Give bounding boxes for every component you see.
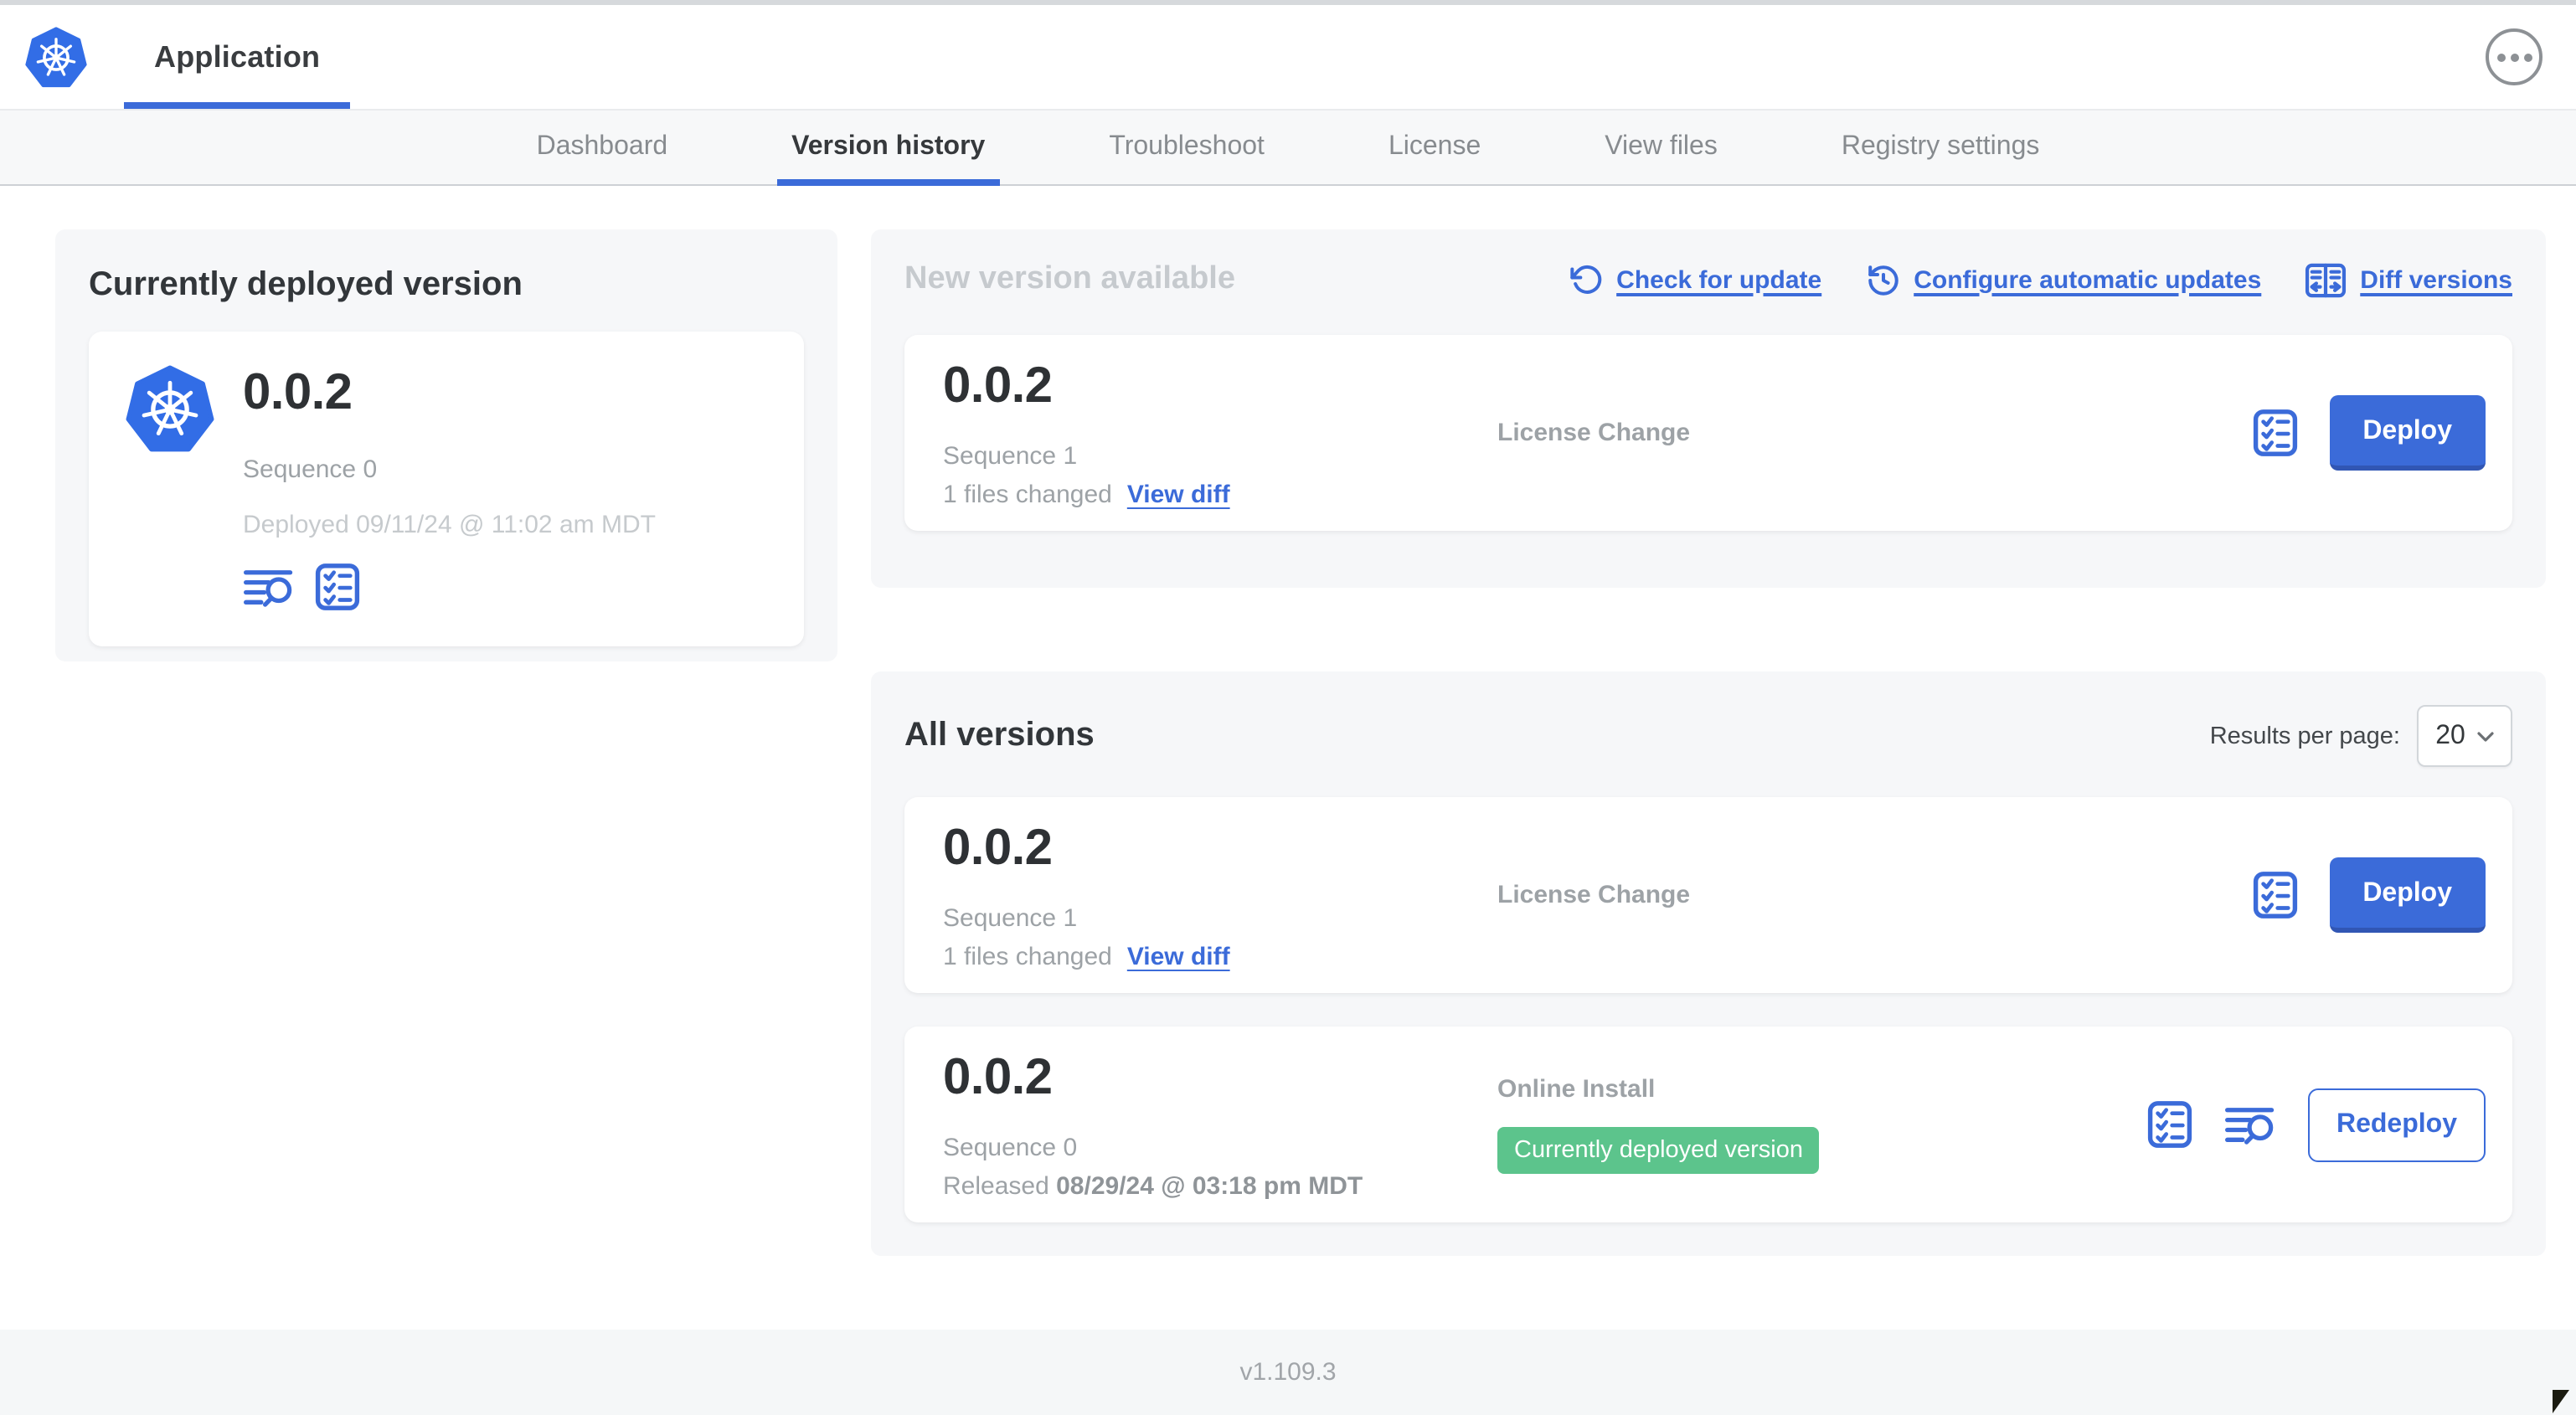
mouse-cursor xyxy=(2553,1390,2569,1413)
clock-refresh-icon xyxy=(1865,262,1900,297)
currently-deployed-card: 0.0.2 Sequence 0 Deployed 09/11/24 @ 11:… xyxy=(89,332,804,646)
redeploy-button[interactable]: Redeploy xyxy=(2307,1088,2486,1161)
files-changed: 1 files changed xyxy=(943,480,1112,508)
version-sequence: Sequence 1 xyxy=(943,903,1078,932)
new-version-panel: New version available Check for update C… xyxy=(871,229,2546,588)
currently-deployed-panel: Currently deployed version 0.0.2 Sequenc… xyxy=(55,229,837,661)
kubernetes-app-icon xyxy=(126,365,214,454)
app-tab[interactable]: Application xyxy=(124,5,351,109)
version-row: 0.0.2 Sequence 0 Released 08/29/24 @ 03:… xyxy=(904,1027,2512,1222)
results-per-page-label: Results per page: xyxy=(2209,723,2400,749)
view-diff-link[interactable]: View diff xyxy=(1126,942,1230,970)
currently-deployed-title: Currently deployed version xyxy=(89,266,523,303)
tab-dashboard[interactable]: Dashboard xyxy=(536,132,668,161)
refresh-icon xyxy=(1569,263,1603,296)
preflight-checklist-icon[interactable] xyxy=(2147,1100,2192,1149)
new-version-title: New version available xyxy=(904,261,1235,296)
deploy-button[interactable]: Deploy xyxy=(2329,857,2486,933)
tab-registry-settings[interactable]: Registry settings xyxy=(1841,132,2040,161)
preflight-checklist-icon[interactable] xyxy=(315,563,360,611)
all-versions-title: All versions xyxy=(904,717,1095,754)
deployed-timestamp: Deployed 09/11/24 @ 11:02 am MDT xyxy=(243,511,656,539)
version-number: 0.0.2 xyxy=(943,1049,1053,1104)
tab-license[interactable]: License xyxy=(1388,132,1481,161)
app-header: Application xyxy=(0,5,2576,109)
version-number: 0.0.2 xyxy=(943,358,1053,413)
currently-deployed-badge: Currently deployed version xyxy=(1497,1127,1820,1174)
deploy-logs-icon[interactable] xyxy=(2224,1103,2276,1146)
kubernetes-logo-icon xyxy=(25,26,87,88)
version-sequence: Sequence 1 xyxy=(943,441,1078,470)
app-tab-active-underline xyxy=(124,102,351,109)
preflight-checklist-icon[interactable] xyxy=(2252,409,2297,457)
window-top-border xyxy=(0,0,2576,5)
deployed-sequence: Sequence 0 xyxy=(243,455,378,484)
version-number: 0.0.2 xyxy=(943,820,1053,875)
view-diff-link[interactable]: View diff xyxy=(1126,480,1230,508)
version-source: License Change xyxy=(1497,419,1691,447)
deploy-button[interactable]: Deploy xyxy=(2329,395,2486,471)
version-source: License Change xyxy=(1497,881,1691,909)
tab-view-files[interactable]: View files xyxy=(1605,132,1718,161)
deploy-logs-icon[interactable] xyxy=(243,565,295,609)
ellipsis-icon xyxy=(2496,53,2505,61)
all-versions-panel: All versions Results per page: 20 0.0.2 … xyxy=(871,671,2546,1256)
overflow-menu-button[interactable] xyxy=(2486,28,2543,85)
new-version-card: 0.0.2 Sequence 1 1 files changed View di… xyxy=(904,335,2512,531)
deployed-version-number: 0.0.2 xyxy=(243,365,353,420)
diff-versions-link[interactable]: Diff versions xyxy=(2305,262,2512,297)
diff-icon xyxy=(2305,262,2347,297)
preflight-checklist-icon[interactable] xyxy=(2252,871,2297,919)
page-footer: v1.109.3 xyxy=(0,1330,2576,1415)
check-for-update-link[interactable]: Check for update xyxy=(1569,263,1821,296)
released-timestamp: Released 08/29/24 @ 03:18 pm MDT xyxy=(943,1171,1363,1200)
chevron-down-icon xyxy=(2477,731,2494,741)
section-nav: Dashboard Version history Troubleshoot L… xyxy=(0,109,2576,186)
configure-automatic-updates-link[interactable]: Configure automatic updates xyxy=(1865,262,2261,297)
results-per-page-select[interactable]: 20 xyxy=(2417,705,2512,767)
version-source: Online Install xyxy=(1497,1075,1656,1104)
files-changed: 1 files changed xyxy=(943,942,1112,970)
app-tab-label: Application xyxy=(154,39,321,73)
version-row: 0.0.2 Sequence 1 1 files changed View di… xyxy=(904,797,2512,993)
console-version: v1.109.3 xyxy=(1239,1358,1337,1387)
version-sequence: Sequence 0 xyxy=(943,1133,1078,1161)
main-content: Currently deployed version 0.0.2 Sequenc… xyxy=(0,186,2576,1330)
tab-version-history[interactable]: Version history xyxy=(776,111,1000,186)
tab-troubleshoot[interactable]: Troubleshoot xyxy=(1109,132,1265,161)
